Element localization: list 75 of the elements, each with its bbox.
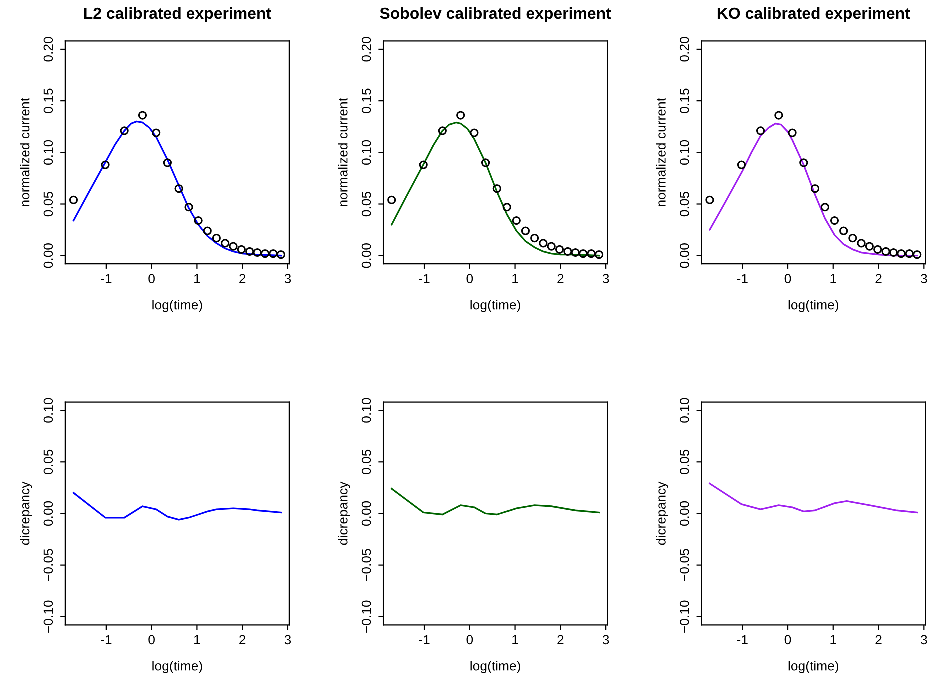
y-tick-label: −0.05 [362,549,372,582]
x-axis-title: log(time) [470,300,520,312]
x-tick-label: 0 [784,274,792,284]
x-tick-label: -1 [737,274,748,284]
x-tick-label: 3 [284,635,292,645]
x-axis-title: log(time) [788,300,838,312]
x-tick-label: 2 [558,274,564,284]
y-tick-label: 0.10 [680,398,690,423]
x-tick-label: 1 [830,274,836,284]
x-axis-title: log(time) [470,661,520,674]
chart-title: Sobolev calibrated experiment [380,7,612,22]
y-tick-label: −0.05 [44,549,54,582]
x-tick-label: 0 [466,635,474,645]
x-axis-title: log(time) [788,661,838,674]
x-tick-label: -1 [419,635,430,644]
x-tick-label: 1 [512,635,518,644]
y-tick-label: −0.10 [680,600,690,633]
y-tick-label: 0.05 [362,450,372,474]
x-tick-label: 1 [512,274,518,284]
y-tick-label: 0.20 [44,37,54,62]
y-tick-label: 0.00 [362,501,372,526]
x-tick-label: 2 [240,635,246,644]
y-tick-label: 0.15 [362,88,372,114]
y-tick-label: 0.10 [362,398,372,423]
y-tick-label: 0.00 [680,244,690,268]
x-tick-label: 0 [148,635,155,645]
y-tick-label: 0.05 [44,450,54,474]
y-tick-label: 0.00 [44,244,54,268]
x-tick-label: 2 [558,635,564,644]
x-tick-label: 3 [920,274,928,284]
x-tick-label: 3 [920,635,928,645]
x-tick-label: -1 [419,274,430,284]
y-tick-label: 0.15 [680,88,690,114]
y-tick-label: 0.20 [362,37,372,62]
y-tick-label: 0.10 [44,140,54,165]
x-tick-label: 0 [148,274,155,284]
x-tick-label: 1 [194,635,200,644]
y-axis-title: normalized current [338,98,348,206]
y-tick-label: −0.10 [44,600,54,633]
y-tick-label: −0.05 [680,549,690,582]
chart-title: KO calibrated experiment [718,7,910,22]
y-tick-label: 0.20 [680,37,690,62]
y-tick-label: 0.00 [680,501,690,526]
y-axis-title: normalized current [20,98,30,206]
y-tick-label: 0.00 [362,244,372,268]
x-axis-title: log(time) [152,661,202,674]
y-axis-title: normalized current [656,98,666,206]
x-tick-label: -1 [101,274,112,284]
y-axis-title: dicrepancy [338,482,350,546]
y-axis-title: dicrepancy [656,482,669,546]
x-tick-label: 1 [830,635,836,644]
x-tick-label: 3 [602,635,610,645]
x-tick-label: 1 [194,274,200,284]
y-tick-label: 0.05 [44,192,54,217]
x-tick-label: 2 [876,274,882,284]
x-tick-label: 3 [602,274,610,284]
x-tick-label: 3 [284,274,292,284]
y-tick-label: 0.05 [680,450,690,474]
y-tick-label: 0.05 [680,192,690,217]
y-tick-label: 0.05 [362,192,372,217]
chart-title: L2 calibrated experiment [84,7,272,22]
y-axis-title: dicrepancy [20,482,32,546]
x-tick-label: 0 [784,635,792,645]
y-tick-label: 0.15 [44,88,54,114]
x-tick-label: 2 [240,274,246,284]
y-tick-label: −0.10 [362,600,372,633]
y-tick-label: 0.10 [44,398,54,423]
y-tick-label: 0.10 [362,140,372,165]
x-tick-label: 0 [466,274,474,284]
x-tick-label: -1 [101,635,112,644]
x-tick-label: 2 [876,635,882,644]
y-tick-label: 0.10 [680,140,690,165]
x-axis-title: log(time) [152,300,202,312]
y-tick-label: 0.00 [44,501,54,526]
x-tick-label: -1 [737,635,748,644]
